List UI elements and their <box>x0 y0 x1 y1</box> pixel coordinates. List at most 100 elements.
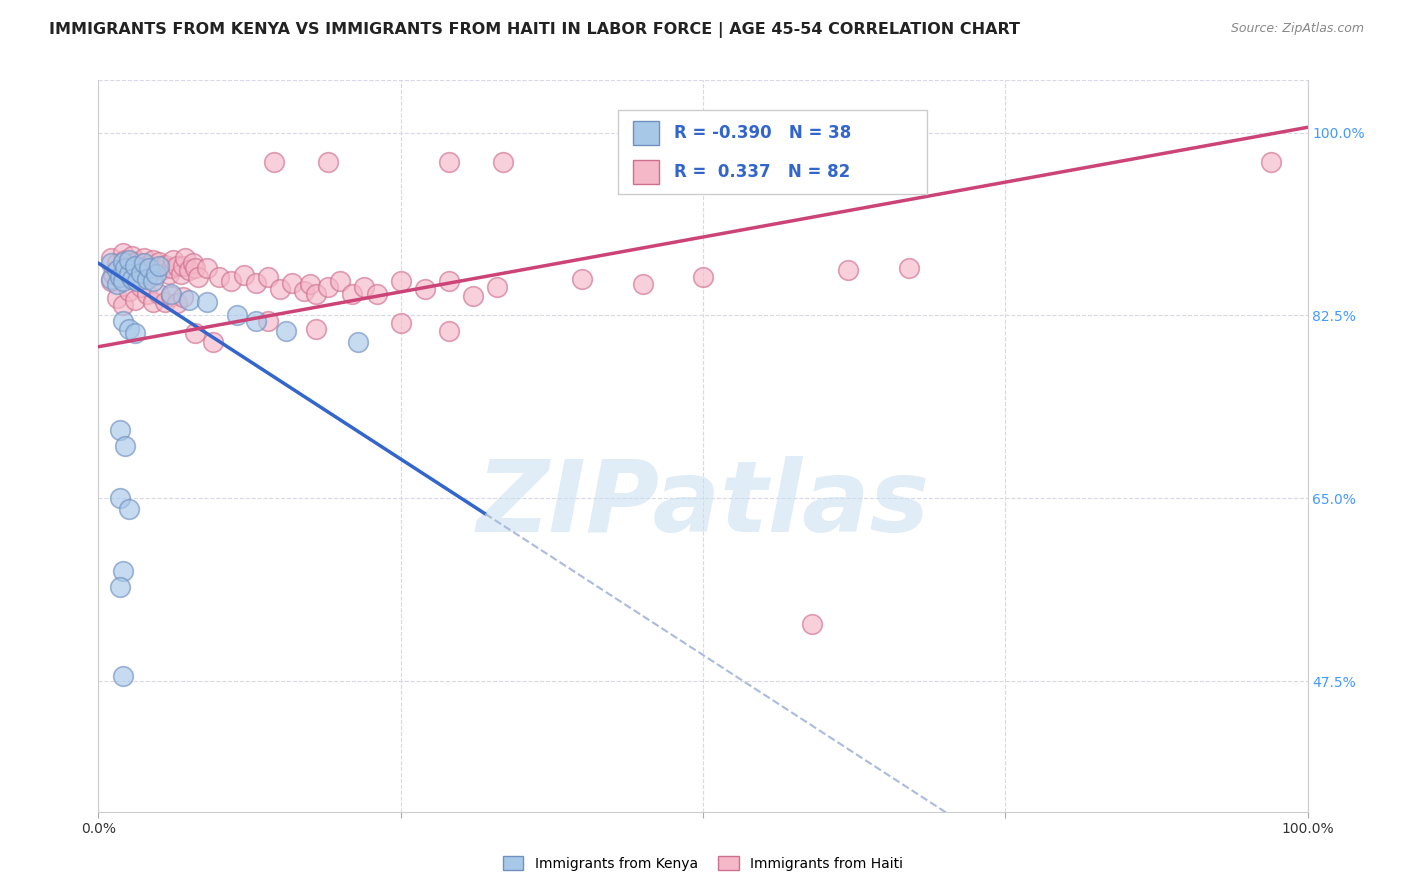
Point <box>179 293 201 307</box>
Point <box>202 334 225 349</box>
Legend: Immigrants from Kenya, Immigrants from Haiti: Immigrants from Kenya, Immigrants from H… <box>496 850 910 876</box>
Point <box>172 260 194 274</box>
Point <box>208 269 231 284</box>
Point <box>114 439 136 453</box>
Point <box>160 288 183 302</box>
Point <box>299 277 322 291</box>
Point <box>105 263 128 277</box>
Point <box>150 263 173 277</box>
Point <box>187 269 209 284</box>
Point <box>114 252 136 267</box>
Point <box>897 261 920 276</box>
Point <box>153 258 176 272</box>
Point <box>135 272 157 286</box>
Point <box>160 261 183 276</box>
Point <box>631 277 654 291</box>
Point <box>100 274 122 288</box>
Point <box>169 267 191 281</box>
Point <box>135 287 157 301</box>
Point <box>195 261 218 276</box>
Point <box>142 252 165 267</box>
Point <box>142 294 165 309</box>
Text: IMMIGRANTS FROM KENYA VS IMMIGRANTS FROM HAITI IN LABOR FORCE | AGE 45-54 CORREL: IMMIGRANTS FROM KENYA VS IMMIGRANTS FROM… <box>49 22 1021 38</box>
Point <box>111 313 134 327</box>
Point <box>108 269 131 284</box>
Point <box>162 252 184 267</box>
Point <box>353 280 375 294</box>
Point <box>118 285 141 299</box>
Point <box>111 669 134 683</box>
Point <box>105 256 128 270</box>
Point <box>134 256 156 270</box>
FancyBboxPatch shape <box>619 110 927 194</box>
Point <box>138 261 160 276</box>
Point <box>245 313 267 327</box>
Point <box>329 274 352 288</box>
Point <box>166 296 188 310</box>
Point <box>263 154 285 169</box>
Point <box>195 294 218 309</box>
Point <box>135 260 157 274</box>
Text: Source: ZipAtlas.com: Source: ZipAtlas.com <box>1230 22 1364 36</box>
Point <box>111 245 134 260</box>
Point <box>172 289 194 303</box>
Point <box>245 276 267 290</box>
Point <box>221 274 243 288</box>
Point <box>129 280 152 294</box>
Point <box>121 272 143 286</box>
Point <box>232 268 254 282</box>
Point <box>118 501 141 516</box>
Point <box>486 280 509 294</box>
Point <box>389 274 412 288</box>
Point <box>342 287 364 301</box>
Point <box>108 580 131 594</box>
Point <box>174 251 197 265</box>
Point <box>413 282 436 296</box>
Point <box>124 293 146 307</box>
Point <box>142 274 165 288</box>
Point <box>129 266 152 280</box>
Point <box>129 256 152 270</box>
Point <box>316 154 339 169</box>
Point <box>100 256 122 270</box>
Point <box>305 287 328 301</box>
Point <box>118 252 141 267</box>
Point <box>184 261 207 276</box>
Point <box>124 255 146 269</box>
Point <box>138 267 160 281</box>
Point <box>571 272 593 286</box>
Text: R =  0.337   N = 82: R = 0.337 N = 82 <box>673 163 851 181</box>
Point <box>111 274 134 288</box>
Point <box>100 272 122 286</box>
Point <box>108 423 131 437</box>
Point <box>111 565 134 579</box>
Point <box>437 274 460 288</box>
Point <box>366 287 388 301</box>
Point <box>1260 154 1282 169</box>
Point <box>153 294 176 309</box>
Point <box>148 260 170 274</box>
Point <box>316 280 339 294</box>
Point <box>305 322 328 336</box>
Point <box>145 267 167 281</box>
Point <box>118 261 141 276</box>
Point <box>166 260 188 274</box>
Point <box>134 251 156 265</box>
Point <box>269 282 291 296</box>
Point <box>121 249 143 263</box>
Point <box>127 262 149 277</box>
Point <box>274 324 297 338</box>
Point <box>100 251 122 265</box>
Point <box>389 316 412 330</box>
Point <box>184 326 207 340</box>
Point <box>108 491 131 506</box>
Text: R = -0.390   N = 38: R = -0.390 N = 38 <box>673 124 851 142</box>
Point <box>256 313 278 327</box>
Point <box>118 267 141 281</box>
Point <box>256 269 278 284</box>
Point <box>492 154 515 169</box>
Point <box>124 260 146 274</box>
Bar <box>633 121 659 145</box>
Point <box>105 277 128 291</box>
Text: ZIPatlas: ZIPatlas <box>477 456 929 553</box>
